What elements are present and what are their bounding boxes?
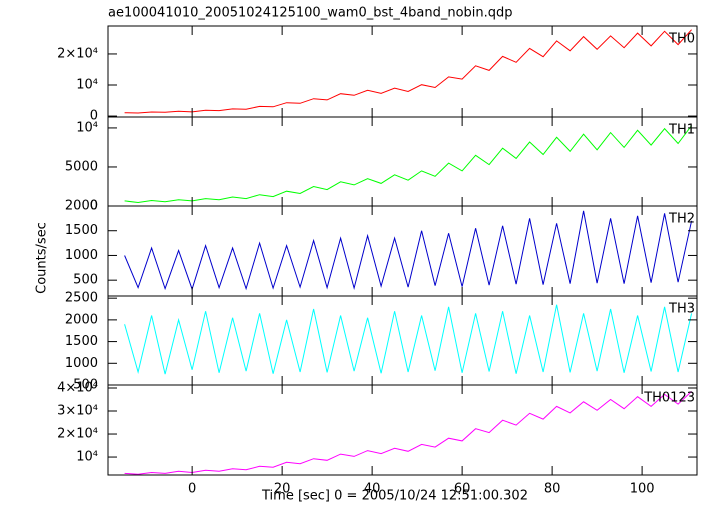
y-tick-label: 5000: [65, 159, 98, 174]
y-tick-label: 2000: [65, 199, 98, 214]
data-line: [124, 210, 693, 291]
plot-frame: [107, 205, 698, 297]
chart-title: ae100041010_20051024125100_wam0_bst_4ban…: [108, 6, 513, 21]
x-axis-label: Time [sec] 0 = 2005/10/24 12:51:00.302: [261, 489, 528, 504]
y-tick-label: 2×10⁴: [57, 46, 98, 61]
series-label: TH0123: [643, 391, 695, 406]
plot-frame: [107, 384, 698, 476]
series-label: TH3: [668, 302, 695, 317]
x-tick-label: 60: [454, 482, 471, 497]
y-tick-label: 1500: [65, 334, 98, 349]
y-tick-label: 3×10⁴: [57, 404, 98, 419]
series-label: TH2: [668, 212, 695, 227]
y-tick-label: 10⁴: [76, 450, 98, 465]
y-tick-label: 2000: [65, 312, 98, 327]
x-tick-label: 80: [544, 482, 561, 497]
x-tick-label: 0: [188, 482, 196, 497]
y-axis-label: Counts/sec: [35, 222, 50, 294]
y-tick-label: 0: [90, 199, 98, 214]
data-line: [124, 29, 692, 114]
y-tick-label: 10⁴: [76, 78, 98, 93]
y-tick-label: 1500: [65, 223, 98, 238]
y-tick-label: 500: [73, 273, 98, 288]
series-label: TH0: [668, 32, 695, 47]
y-tick-label: 2×10⁴: [57, 427, 98, 442]
plot-frame: [107, 295, 698, 386]
y-tick-label: 1000: [65, 248, 98, 263]
y-tick-label: 0: [90, 109, 98, 124]
data-line: [124, 304, 693, 375]
y-tick-label: 10⁴: [76, 120, 98, 135]
plot-frame: [107, 116, 698, 207]
x-tick-label: 100: [630, 482, 655, 497]
series-label: TH1: [668, 123, 695, 138]
x-tick-label: 20: [274, 482, 291, 497]
y-tick-label: 2500: [65, 291, 98, 306]
data-line: [124, 125, 692, 204]
plot-frame: [107, 25, 698, 118]
y-tick-label: 500: [73, 378, 98, 393]
data-line: [124, 391, 692, 475]
y-tick-label: 1000: [65, 356, 98, 371]
y-tick-label: 4×10⁴: [57, 380, 98, 395]
x-tick-label: 40: [364, 482, 381, 497]
